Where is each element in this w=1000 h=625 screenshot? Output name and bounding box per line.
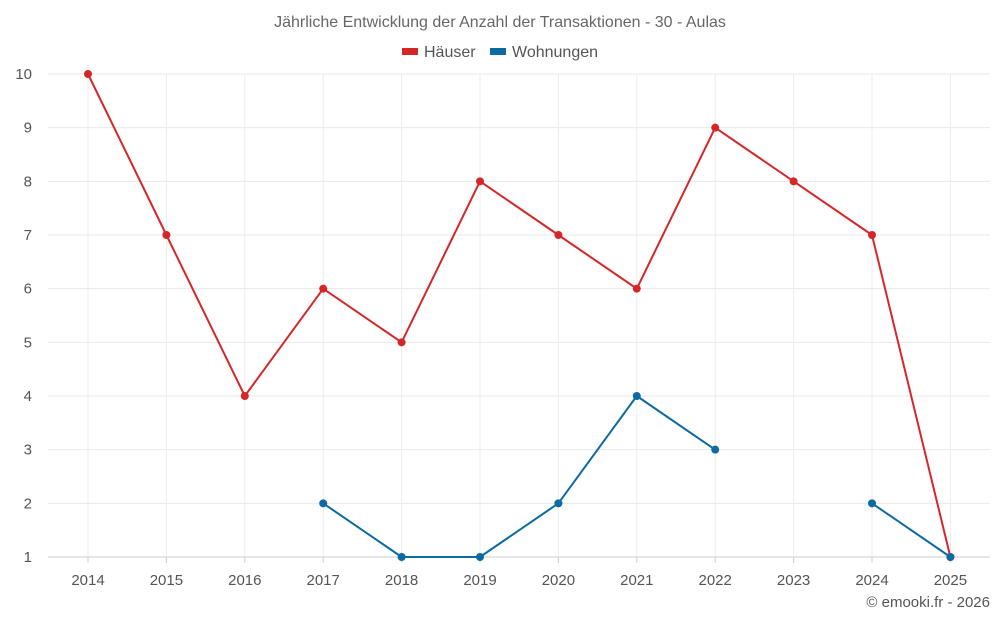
data-point-haeuser-2018 bbox=[397, 338, 406, 347]
legend-swatch-wohnungen bbox=[490, 48, 507, 56]
data-point-haeuser-2021 bbox=[632, 284, 641, 293]
legend-swatch-haeuser bbox=[401, 48, 418, 56]
series-line-wohnungen-0 bbox=[322, 395, 716, 558]
x-tick-label-2024: 2024 bbox=[855, 572, 888, 589]
data-point-wohnungen-2022 bbox=[711, 445, 720, 454]
series-line-haeuser-0 bbox=[87, 73, 952, 558]
legend-label-haeuser: Häuser bbox=[423, 44, 476, 61]
y-tick-label-10: 10 bbox=[15, 66, 32, 83]
y-tick-label-6: 6 bbox=[24, 281, 32, 298]
credit-text: © emooki.fr - 2026 bbox=[866, 594, 990, 611]
data-point-haeuser-2016 bbox=[240, 392, 249, 400]
x-tick-label-2022: 2022 bbox=[699, 572, 732, 589]
legend-label-wohnungen: Wohnungen bbox=[512, 44, 599, 61]
data-point-haeuser-2024 bbox=[868, 231, 876, 239]
y-tick-label-2: 2 bbox=[24, 495, 32, 512]
data-point-wohnungen-2019 bbox=[476, 553, 484, 561]
data-point-haeuser-2015 bbox=[162, 231, 171, 239]
data-point-wohnungen-2024 bbox=[868, 499, 876, 508]
x-tick-label-2020: 2020 bbox=[542, 572, 575, 589]
data-point-wohnungen-2025 bbox=[946, 553, 955, 561]
data-point-wohnungen-2021 bbox=[632, 392, 641, 400]
y-tick-label-4: 4 bbox=[24, 388, 32, 405]
data-point-wohnungen-2017 bbox=[319, 499, 328, 508]
x-tick-label-2014: 2014 bbox=[71, 572, 104, 589]
data-point-wohnungen-2018 bbox=[397, 553, 406, 561]
data-point-haeuser-2017 bbox=[319, 284, 328, 293]
legend-item-wohnungen[interactable]: Wohnungen bbox=[490, 44, 598, 62]
data-point-haeuser-2020 bbox=[554, 231, 563, 239]
y-tick-label-1: 1 bbox=[24, 549, 32, 566]
x-tick-label-2025: 2025 bbox=[934, 572, 967, 589]
x-tick-label-2018: 2018 bbox=[385, 572, 418, 589]
data-point-haeuser-2023 bbox=[789, 177, 798, 186]
data-point-haeuser-2019 bbox=[476, 177, 484, 186]
chart-title: Jährliche Entwicklung der Anzahl der Tra… bbox=[274, 14, 726, 31]
y-tick-label-5: 5 bbox=[24, 334, 32, 351]
y-tick-label-3: 3 bbox=[24, 442, 32, 459]
legend-item-haeuser[interactable]: Häuser bbox=[401, 44, 476, 62]
x-tick-label-2021: 2021 bbox=[620, 572, 653, 589]
data-point-wohnungen-2020 bbox=[554, 499, 563, 508]
x-tick-label-2017: 2017 bbox=[307, 572, 340, 589]
y-tick-label-9: 9 bbox=[24, 120, 32, 137]
x-tick-label-2019: 2019 bbox=[463, 572, 496, 589]
data-point-haeuser-2022 bbox=[711, 123, 720, 132]
chart-legend: Häuser Wohnungen bbox=[0, 44, 1000, 62]
x-tick-label-2023: 2023 bbox=[777, 572, 810, 589]
y-tick-label-8: 8 bbox=[24, 173, 32, 190]
data-point-haeuser-2014 bbox=[84, 70, 92, 78]
series-line-wohnungen-1 bbox=[871, 502, 951, 558]
y-tick-label-7: 7 bbox=[24, 227, 32, 244]
x-tick-label-2016: 2016 bbox=[228, 572, 261, 589]
x-tick-label-2015: 2015 bbox=[150, 572, 183, 589]
